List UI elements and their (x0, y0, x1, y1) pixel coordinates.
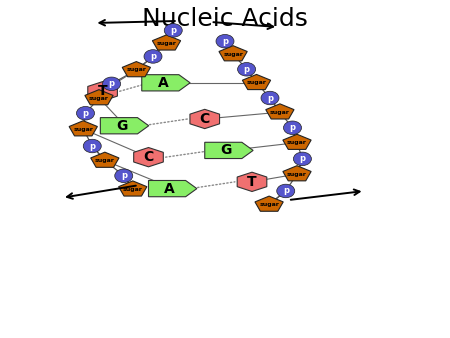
Text: sugar: sugar (223, 52, 243, 56)
Polygon shape (134, 147, 163, 167)
Circle shape (76, 106, 94, 120)
Text: sugar: sugar (287, 172, 307, 176)
Circle shape (103, 77, 121, 91)
Polygon shape (205, 142, 253, 159)
Circle shape (115, 169, 133, 183)
Polygon shape (237, 172, 267, 192)
Polygon shape (283, 166, 311, 181)
Polygon shape (119, 181, 147, 196)
Polygon shape (190, 109, 220, 129)
Text: G: G (116, 119, 127, 133)
Text: sugar: sugar (123, 187, 143, 192)
Text: sugar: sugar (73, 127, 93, 131)
Polygon shape (255, 196, 283, 211)
Text: A: A (164, 182, 175, 196)
Circle shape (284, 121, 302, 135)
Polygon shape (88, 81, 117, 101)
Circle shape (144, 50, 162, 63)
Polygon shape (266, 104, 294, 119)
Polygon shape (283, 134, 311, 149)
Polygon shape (69, 121, 97, 136)
Circle shape (164, 24, 182, 37)
Polygon shape (243, 74, 270, 90)
Text: sugar: sugar (270, 110, 290, 115)
Polygon shape (85, 90, 113, 105)
Text: sugar: sugar (126, 68, 146, 72)
Polygon shape (148, 180, 197, 197)
Polygon shape (100, 118, 149, 134)
Text: sugar: sugar (287, 140, 307, 145)
Text: sugar: sugar (247, 80, 266, 85)
Circle shape (277, 184, 295, 198)
Text: sugar: sugar (95, 158, 115, 163)
Text: p: p (170, 26, 176, 35)
Text: p: p (82, 109, 89, 118)
Polygon shape (153, 35, 180, 50)
Text: sugar: sugar (89, 96, 109, 100)
Text: p: p (299, 154, 306, 163)
Text: C: C (144, 150, 153, 164)
Text: T: T (98, 84, 108, 98)
Text: C: C (200, 112, 210, 126)
Polygon shape (122, 62, 150, 77)
Polygon shape (219, 46, 247, 61)
Text: p: p (243, 65, 250, 74)
Polygon shape (142, 75, 190, 91)
Text: p: p (222, 37, 228, 46)
Text: Nucleic Acids: Nucleic Acids (142, 7, 308, 31)
Circle shape (261, 91, 279, 105)
Circle shape (216, 34, 234, 48)
Polygon shape (91, 152, 119, 167)
Text: G: G (220, 143, 232, 158)
Text: p: p (150, 52, 156, 61)
Text: T: T (247, 175, 257, 189)
Text: p: p (108, 79, 115, 88)
Text: p: p (121, 171, 127, 180)
Text: p: p (89, 142, 95, 150)
Circle shape (83, 139, 101, 153)
Text: sugar: sugar (157, 41, 176, 46)
Text: p: p (289, 123, 296, 132)
Text: A: A (158, 76, 168, 90)
Text: p: p (267, 94, 273, 102)
Text: p: p (283, 187, 289, 195)
Circle shape (293, 152, 311, 166)
Circle shape (238, 63, 256, 76)
Text: sugar: sugar (259, 202, 279, 207)
